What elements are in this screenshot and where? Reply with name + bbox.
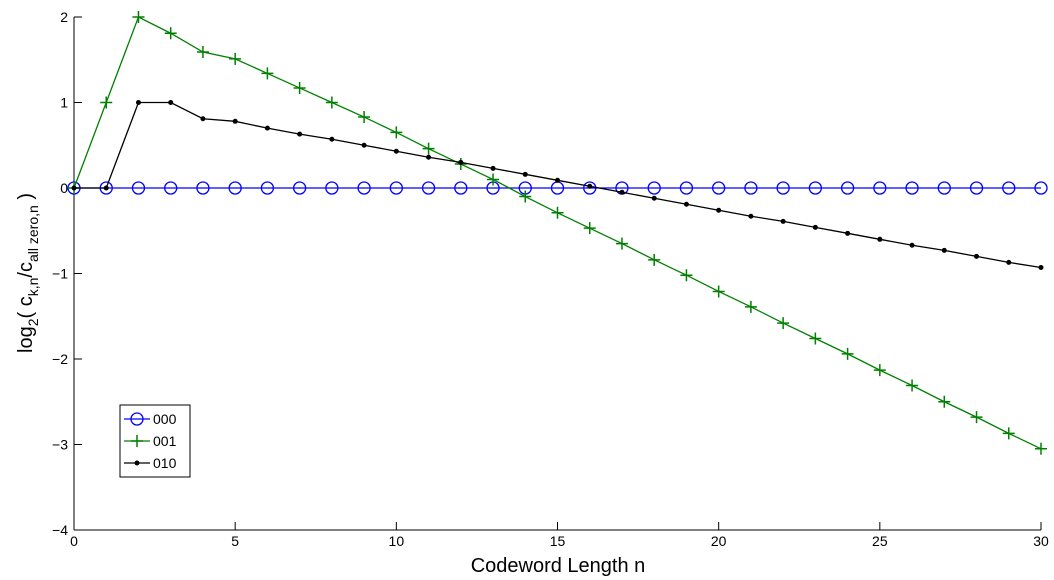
dot-marker <box>845 231 850 236</box>
plus-marker <box>1003 427 1015 439</box>
y-tick-label: −4 <box>52 522 68 538</box>
dot-marker <box>135 461 140 466</box>
dot-marker <box>104 186 109 191</box>
plus-marker <box>1035 443 1047 455</box>
y-tick-label: −1 <box>52 266 68 282</box>
dot-marker <box>974 254 979 259</box>
dot-marker <box>555 178 560 183</box>
dot-marker <box>394 149 399 154</box>
dot-marker <box>910 243 915 248</box>
x-axis-label: Codeword Length n <box>471 555 646 577</box>
x-tick-label: 5 <box>231 533 239 549</box>
legend-label: 001 <box>153 433 177 449</box>
dot-marker <box>942 248 947 253</box>
dot-marker <box>684 202 689 207</box>
x-tick-label: 25 <box>872 533 888 549</box>
dot-marker <box>781 219 786 224</box>
plus-marker <box>100 97 112 109</box>
y-tick-label: 1 <box>60 95 68 111</box>
y-tick-label: −3 <box>52 437 68 453</box>
dot-marker <box>297 132 302 137</box>
x-tick-label: 20 <box>711 533 727 549</box>
plus-marker <box>874 364 886 376</box>
plus-marker <box>971 411 983 423</box>
plus-marker <box>390 126 402 138</box>
y-label-sub: 2 <box>25 318 41 326</box>
series-line <box>74 103 1041 268</box>
plus-marker <box>423 143 435 155</box>
plus-marker <box>261 67 273 79</box>
plus-marker <box>584 222 596 234</box>
plus-marker <box>938 396 950 408</box>
plus-marker <box>294 82 306 94</box>
dot-marker <box>426 155 431 160</box>
plus-marker <box>165 27 177 39</box>
dot-marker <box>200 116 205 121</box>
y-label-sub: all zero,n <box>25 205 41 262</box>
plus-marker <box>842 348 854 360</box>
dot-marker <box>813 225 818 230</box>
plus-marker <box>132 11 144 23</box>
dot-marker <box>329 137 334 142</box>
plus-marker <box>745 301 757 313</box>
dot-marker <box>72 186 77 191</box>
y-label-sub: k,n <box>25 278 41 297</box>
series-line <box>74 17 1041 449</box>
plus-marker <box>229 53 241 65</box>
y-axis-label: log2( ck,n/call zero,n ) <box>15 193 41 353</box>
dot-marker <box>619 190 624 195</box>
dot-marker <box>587 184 592 189</box>
legend-label: 000 <box>153 411 177 427</box>
dot-marker <box>458 160 463 165</box>
x-tick-label: 15 <box>550 533 566 549</box>
dot-marker <box>1006 260 1011 265</box>
plus-marker <box>326 97 338 109</box>
y-label-part: ( c <box>15 296 37 318</box>
plus-marker <box>809 332 821 344</box>
legend-label: 010 <box>153 455 177 471</box>
x-tick-label: 30 <box>1033 533 1049 549</box>
chart: Codeword Length n log2( ck,n/call zero,n… <box>0 0 1054 580</box>
dot-marker <box>652 196 657 201</box>
plus-marker <box>713 285 725 297</box>
dot-marker <box>491 166 496 171</box>
y-label-part: ) <box>15 193 37 205</box>
dot-marker <box>1039 265 1044 270</box>
x-tick-label: 10 <box>389 533 405 549</box>
dot-marker <box>265 126 270 131</box>
dot-marker <box>136 100 141 105</box>
y-tick-label: −2 <box>52 351 68 367</box>
plus-marker <box>906 380 918 392</box>
plus-marker <box>648 254 660 266</box>
dot-marker <box>877 237 882 242</box>
plus-marker <box>616 238 628 250</box>
plus-marker <box>358 111 370 123</box>
y-tick-label: 2 <box>60 9 68 25</box>
dot-marker <box>362 143 367 148</box>
plus-marker <box>197 46 209 58</box>
plus-marker <box>552 207 564 219</box>
plus-marker <box>777 317 789 329</box>
y-label-part: /c <box>15 262 37 278</box>
dot-marker <box>716 208 721 213</box>
x-tick-label: 0 <box>70 533 78 549</box>
dot-marker <box>523 172 528 177</box>
dot-marker <box>748 214 753 219</box>
dot-marker <box>168 100 173 105</box>
y-label-part: log <box>15 326 37 353</box>
y-tick-label: 0 <box>60 180 68 196</box>
plus-marker <box>680 269 692 281</box>
dot-marker <box>233 119 238 124</box>
